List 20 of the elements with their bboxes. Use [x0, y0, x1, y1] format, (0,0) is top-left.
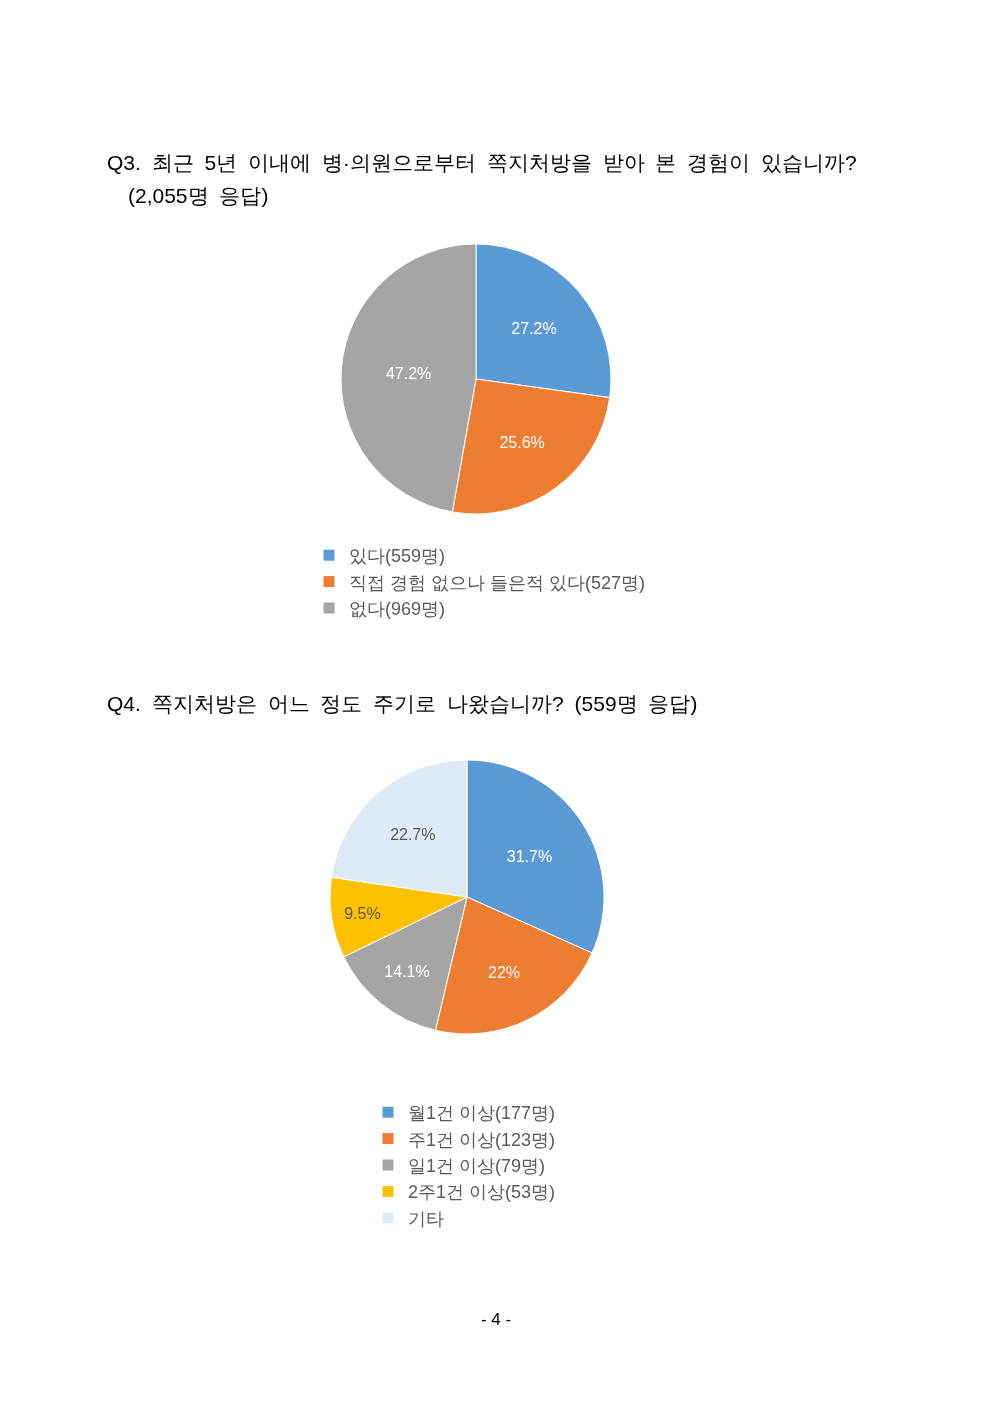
legend-label: 월1건 이상(177명) [408, 1103, 556, 1124]
data-label: 27.2% [511, 319, 557, 337]
data-label: 22% [488, 963, 521, 981]
legend-label: 2주1건 이상(53명) [408, 1182, 556, 1203]
data-label: 22.7% [390, 825, 436, 843]
legend-label: 없다(969명) [349, 599, 446, 620]
data-label: 47.2% [385, 364, 432, 382]
data-label: 9.5% [344, 904, 381, 922]
legend-label: 직접 경험 없으나 들은적 있다(527명) [349, 572, 646, 593]
legend-label: 기타 [408, 1208, 444, 1229]
data-label: 14.1% [384, 963, 430, 981]
chart-title: Q3. 최근 5년 이내에 병·의원으로부터 쪽지처방을 받아 본 경험이 있습니까? [107, 150, 857, 176]
text: - 4 - [480, 1310, 512, 1330]
legend-label: 주1건 이상(123명) [408, 1129, 556, 1150]
chart-subtitle: (2,055명 응답) [128, 183, 269, 209]
chart-title: Q4. 쪽지처방은 어느 정도 주기로 나왔습니까? (559명 응답) [107, 691, 698, 717]
legend-label: 일1건 이상(79명) [408, 1156, 546, 1177]
data-label: 25.6% [499, 433, 545, 451]
legend-label: 있다(559명) [349, 546, 446, 567]
data-label: 31.7% [506, 848, 553, 865]
